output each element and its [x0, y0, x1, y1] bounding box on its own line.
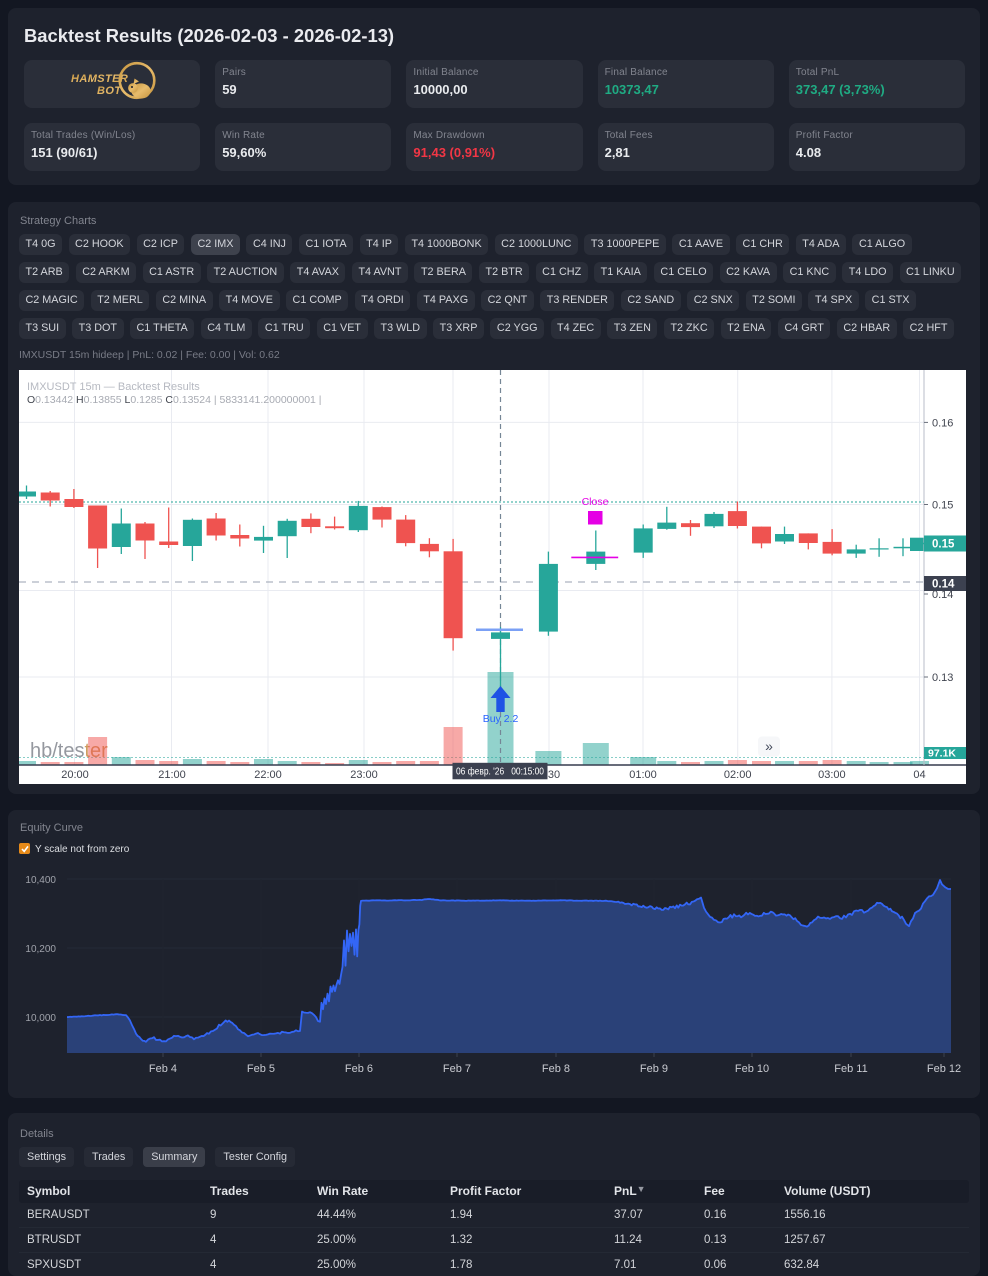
svg-text:Feb 8: Feb 8	[542, 1063, 570, 1075]
svg-text:10,400: 10,400	[25, 875, 56, 886]
svg-text:0.15: 0.15	[932, 539, 955, 551]
svg-text:Buy 2.2: Buy 2.2	[483, 713, 519, 725]
svg-text:Feb 10: Feb 10	[735, 1063, 769, 1075]
svg-text:20:00: 20:00	[61, 769, 89, 781]
svg-text:0.13: 0.13	[932, 672, 953, 684]
svg-text:0.15: 0.15	[932, 500, 953, 512]
svg-text:IMXUSDT 15m — Backtest Results: IMXUSDT 15m — Backtest Results	[27, 381, 200, 393]
svg-text:30: 30	[548, 769, 560, 781]
svg-text:Feb 11: Feb 11	[834, 1063, 867, 1075]
svg-text:Feb 9: Feb 9	[640, 1063, 668, 1075]
svg-text:Feb 12: Feb 12	[927, 1063, 961, 1075]
svg-text:Feb 7: Feb 7	[443, 1063, 471, 1075]
svg-text:22:00: 22:00	[254, 769, 282, 781]
svg-text:02:00: 02:00	[724, 769, 752, 781]
svg-text:BOT: BOT	[97, 85, 122, 97]
svg-text:97.1K: 97.1K	[928, 748, 956, 760]
svg-text:04: 04	[913, 769, 925, 781]
svg-text:23:00: 23:00	[350, 769, 378, 781]
svg-text:0.14: 0.14	[932, 579, 955, 591]
svg-text:Feb 6: Feb 6	[345, 1063, 373, 1075]
svg-text:»: »	[765, 738, 773, 754]
svg-text:Close: Close	[582, 496, 609, 508]
svg-text:10,200: 10,200	[25, 944, 56, 955]
svg-text:Feb 4: Feb 4	[149, 1063, 177, 1075]
svg-text:O0.13442 H0.13855 L0.1285 C0.1: O0.13442 H0.13855 L0.1285 C0.13524 | 583…	[27, 394, 322, 406]
svg-text:0.16: 0.16	[932, 417, 953, 429]
svg-text:Feb 5: Feb 5	[247, 1063, 275, 1075]
svg-text:06 февр. '26 00:15:00: 06 февр. '26 00:15:00	[456, 765, 544, 777]
svg-text:21:00: 21:00	[158, 769, 186, 781]
svg-text:01:00: 01:00	[629, 769, 657, 781]
svg-text:03:00: 03:00	[818, 769, 846, 781]
svg-text:0.14: 0.14	[932, 589, 953, 601]
svg-text:HAMSTER: HAMSTER	[71, 73, 128, 85]
svg-text:10,000: 10,000	[25, 1013, 56, 1024]
